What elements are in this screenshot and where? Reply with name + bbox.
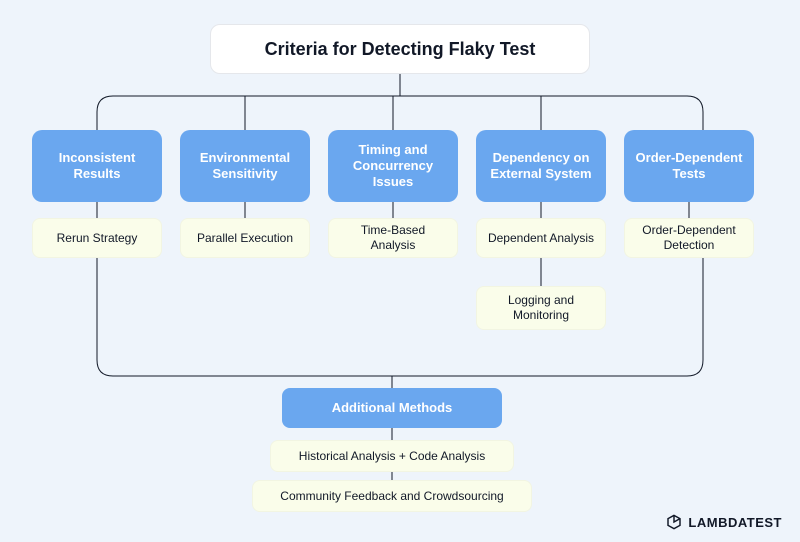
leaf-node: Time-Based Analysis xyxy=(328,218,458,258)
leaf-node: Parallel Execution xyxy=(180,218,310,258)
diagram-canvas: Criteria for Detecting Flaky Test Incons… xyxy=(0,0,800,542)
category-node: Dependency on External System xyxy=(476,130,606,202)
brand-icon xyxy=(666,514,682,530)
leaf-node: Logging and Monitoring xyxy=(476,286,606,330)
leaf-node: Order-Dependent Detection xyxy=(624,218,754,258)
leaf-node: Dependent Analysis xyxy=(476,218,606,258)
brand-label: LAMBDATEST xyxy=(688,515,782,530)
category-node: Inconsistent Results xyxy=(32,130,162,202)
additional-header: Additional Methods xyxy=(282,388,502,428)
brand-logo: LAMBDATEST xyxy=(666,514,782,530)
root-node: Criteria for Detecting Flaky Test xyxy=(210,24,590,74)
additional-item: Community Feedback and Crowdsourcing xyxy=(252,480,532,512)
category-node: Timing and Concurrency Issues xyxy=(328,130,458,202)
category-node: Order-Dependent Tests xyxy=(624,130,754,202)
additional-item: Historical Analysis + Code Analysis xyxy=(270,440,514,472)
category-node: Environmental Sensitivity xyxy=(180,130,310,202)
leaf-node: Rerun Strategy xyxy=(32,218,162,258)
